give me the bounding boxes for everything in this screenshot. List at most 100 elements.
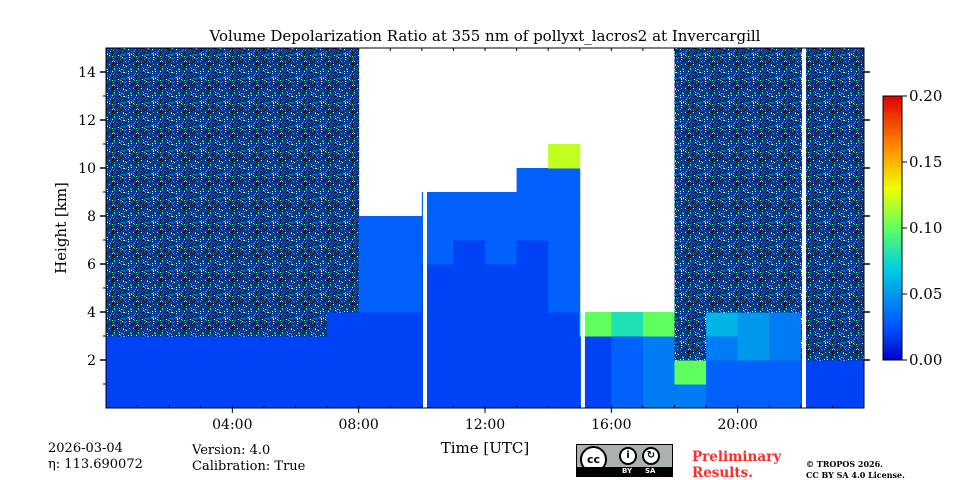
heatmap-cell [516,168,549,193]
colorbar-tick-label: 0.00 [909,351,942,369]
heatmap-cell [642,336,675,361]
heatmap-cell [263,120,296,145]
heatmap-cell [800,168,833,193]
heatmap-cell [232,240,265,265]
heatmap-cell [800,144,833,169]
heatmap-cell [769,72,802,97]
chart-title: Volume Depolarization Ratio at 355 nm of… [209,27,761,45]
heatmap-cell [485,336,518,361]
heatmap-cell [263,240,296,265]
heatmap-cell [295,384,328,409]
heatmap-cell [106,48,139,73]
heatmap-cell [263,360,296,385]
colorbar-tick-label: 0.15 [909,153,942,171]
calibration-label: Calibration: True [192,459,306,474]
heatmap-cell [706,288,739,313]
heatmap-cell [642,384,675,409]
heatmap-cell [737,72,770,97]
heatmap-cell [232,48,265,73]
heatmap-cell [263,216,296,241]
heatmap-cell [169,120,202,145]
heatmap-cell [200,312,233,337]
heatmap-cell [737,168,770,193]
heatmap-cell [295,96,328,121]
heatmap-cell [390,360,423,385]
heatmap-cell [706,144,739,169]
heatmap-cell [137,192,170,217]
heatmap-cell [137,288,170,313]
heatmap-cell [263,144,296,169]
heatmap-cell [800,240,833,265]
heatmap-cell [169,72,202,97]
heatmap-cell [453,192,486,217]
heatmap-cell [769,360,802,385]
copyright-note: © TROPOS 2026. CC BY SA 4.0 License. [806,459,905,480]
sa-label: SA [645,467,656,475]
heatmap-cell [137,120,170,145]
heatmap-cell [421,336,454,361]
heatmap-cell [327,168,360,193]
eta-label: η: 113.690072 [48,457,143,472]
heatmap-cell [200,120,233,145]
heatmap-cell [832,264,865,289]
heatmap-cell [200,168,233,193]
heatmap-cell [832,144,865,169]
heatmap-cell [327,264,360,289]
heatmap-cell [706,336,739,361]
heatmap-cell [169,96,202,121]
heatmap-cell [169,240,202,265]
heatmap-cell [358,288,391,313]
heatmap-cell [106,360,139,385]
heatmap-cell [232,96,265,121]
heatmap-cell [137,312,170,337]
heatmap-cell [485,360,518,385]
x-axis-label: Time [UTC] [441,439,530,457]
heatmap-cell [295,216,328,241]
heatmap-cell [832,72,865,97]
heatmap-cell [358,360,391,385]
heatmap-cell [737,264,770,289]
heatmap-cell [137,72,170,97]
heatmap-cell [137,168,170,193]
heatmap-cell [327,384,360,409]
by-person-icon: i [619,447,637,465]
heatmap-cell [263,288,296,313]
heatmap-cell [327,288,360,313]
y-tick-label: 8 [87,209,96,225]
colorbar-axis: 0.00 0.05 0.10 0.15 0.20 [902,87,942,369]
heatmap-cell [327,360,360,385]
heatmap-cell [737,144,770,169]
heatmap-cell [453,312,486,337]
cc-badge-bar: BY SA [577,467,672,476]
heatmap-cell [358,336,391,361]
heatmap-cell [832,216,865,241]
heatmap-cell [137,360,170,385]
heatmap-cell [327,336,360,361]
heatmap-cell [737,312,770,337]
heatmap-cell [200,144,233,169]
heatmap-cell [737,48,770,73]
heatmap-cell [769,384,802,409]
heatmap-cell [137,96,170,121]
heatmap-cell [358,312,391,337]
heatmap-cell [106,384,139,409]
heatmap-cell [421,312,454,337]
y-tick-label: 14 [78,65,96,81]
y-tick-label: 12 [78,113,96,129]
by-label: BY [622,467,633,475]
heatmap-cell [295,192,328,217]
heatmap-cell [106,240,139,265]
heatmap-cell [200,288,233,313]
heatmap-cell [232,120,265,145]
x-tick-label: 12:00 [465,417,505,433]
heatmap-cell [106,192,139,217]
colorbar-tick-label: 0.20 [909,87,942,105]
heatmap-cell [232,336,265,361]
heatmap-cell [137,264,170,289]
heatmap-cell [295,48,328,73]
heatmap-cell [548,288,581,313]
heatmap-cell [674,192,707,217]
heatmap-cell [421,288,454,313]
heatmap-cell [832,240,865,265]
